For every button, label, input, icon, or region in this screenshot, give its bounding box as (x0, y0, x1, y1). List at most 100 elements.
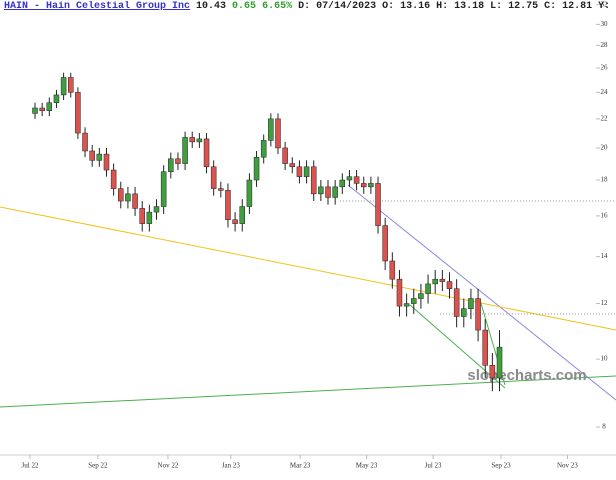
trend-line (347, 184, 616, 401)
candle-body (310, 166, 317, 195)
y-tick-label: 26 (601, 64, 609, 72)
candle-body (375, 183, 381, 226)
candle-body (168, 158, 174, 172)
x-tick-label: Nov 22 (158, 462, 179, 470)
candle-body (225, 190, 231, 220)
candle-body (239, 206, 246, 224)
candle-body (389, 260, 396, 280)
header: HAIN - Hain Celestial Group Inc 10.43 0.65… (4, 1, 616, 12)
candle-body (382, 225, 388, 262)
candle-body (196, 138, 203, 143)
y-tick-label: 32 (601, 0, 609, 8)
header-item: 6.65% (262, 1, 293, 12)
candle-body (153, 206, 160, 213)
candle-body (296, 166, 303, 177)
candle-body (189, 137, 195, 143)
x-tick-label: Jan 23 (222, 462, 241, 470)
candle-body (232, 219, 238, 224)
candle-body (82, 132, 88, 152)
candle-body (268, 118, 274, 141)
y-tick-label: 8 (602, 423, 606, 431)
candle-body (325, 186, 331, 198)
candle-body (146, 211, 153, 224)
candle-body (246, 179, 253, 207)
candle-body (32, 107, 38, 114)
candle-body (132, 193, 138, 209)
candle-body (182, 137, 188, 164)
candle-body (67, 77, 74, 93)
candle-body (339, 179, 346, 188)
x-tick-label: Mar 23 (290, 462, 311, 470)
header-item[interactable]: HAIN - Hain Celestial Group Inc (4, 1, 191, 12)
candle-body (75, 92, 81, 134)
candle-body (368, 183, 374, 188)
candle-body (175, 158, 181, 164)
y-tick-label: 30 (601, 20, 609, 28)
candle-body (482, 329, 488, 366)
y-tick-label: 20 (601, 144, 609, 152)
x-tick-label: Sep 23 (491, 462, 511, 470)
candle-body (353, 176, 360, 184)
candle-body (403, 303, 410, 307)
candle-body (489, 365, 496, 379)
candle-body (318, 186, 324, 195)
header-item: 10.43 (196, 1, 227, 12)
candle-body (203, 138, 210, 168)
y-tick-label: 12 (601, 299, 609, 307)
candle-body (360, 183, 367, 188)
header-item: C: 12.81 (544, 1, 593, 12)
y-tick-label: 22 (601, 114, 609, 122)
candle-body (60, 77, 67, 96)
candle-body (96, 153, 103, 161)
x-tick-label: Jul 23 (425, 462, 442, 470)
candle-body (425, 283, 431, 294)
candle-body (332, 186, 338, 198)
trend-line (0, 375, 616, 408)
x-tick-label: May 23 (356, 462, 378, 470)
header-item: D: 07/14/2023 (298, 1, 377, 12)
candle-body (496, 346, 503, 379)
candle-body (218, 188, 224, 191)
candle-body (432, 278, 438, 285)
header-item: 0.65 (232, 1, 257, 12)
candle-body (103, 153, 110, 171)
header-item: H: 13.18 (436, 1, 485, 12)
y-tick-label: 18 (601, 176, 609, 184)
header-item: L: 12.75 (490, 1, 539, 12)
candle-body (303, 166, 310, 177)
candle-body (46, 102, 53, 111)
header-item: O: 13.16 (382, 1, 431, 12)
candle-body (139, 208, 145, 224)
y-tick-label: 16 (601, 212, 609, 220)
candle-body (125, 193, 131, 202)
candle-body (475, 298, 481, 331)
trend-line (409, 304, 506, 389)
candle-body (461, 308, 467, 317)
candle-body (89, 150, 95, 161)
candle-body (396, 278, 403, 307)
y-tick-label: 10 (601, 355, 609, 363)
x-tick-label: Sep 22 (88, 462, 108, 470)
candle-body (160, 171, 167, 207)
candle-body (253, 156, 260, 181)
candle-body (446, 281, 453, 289)
candle-body (346, 176, 353, 181)
y-tick-label: 24 (601, 88, 609, 96)
candle-body (110, 169, 117, 189)
candle-body (468, 298, 474, 309)
candle-body (260, 140, 267, 158)
candle-body (282, 147, 288, 164)
candle-body (453, 288, 460, 317)
candle-body (210, 166, 217, 189)
candle-body (439, 278, 446, 282)
candle-body (411, 298, 417, 304)
candle-body (418, 293, 424, 299)
candle-body (118, 188, 124, 202)
candle-body (289, 163, 296, 168)
header-item: Y: 26.53 (598, 1, 616, 12)
x-tick-label: Nov 23 (557, 462, 578, 470)
y-tick-label: 14 (601, 252, 609, 260)
x-tick-label: Jul 22 (22, 462, 39, 470)
